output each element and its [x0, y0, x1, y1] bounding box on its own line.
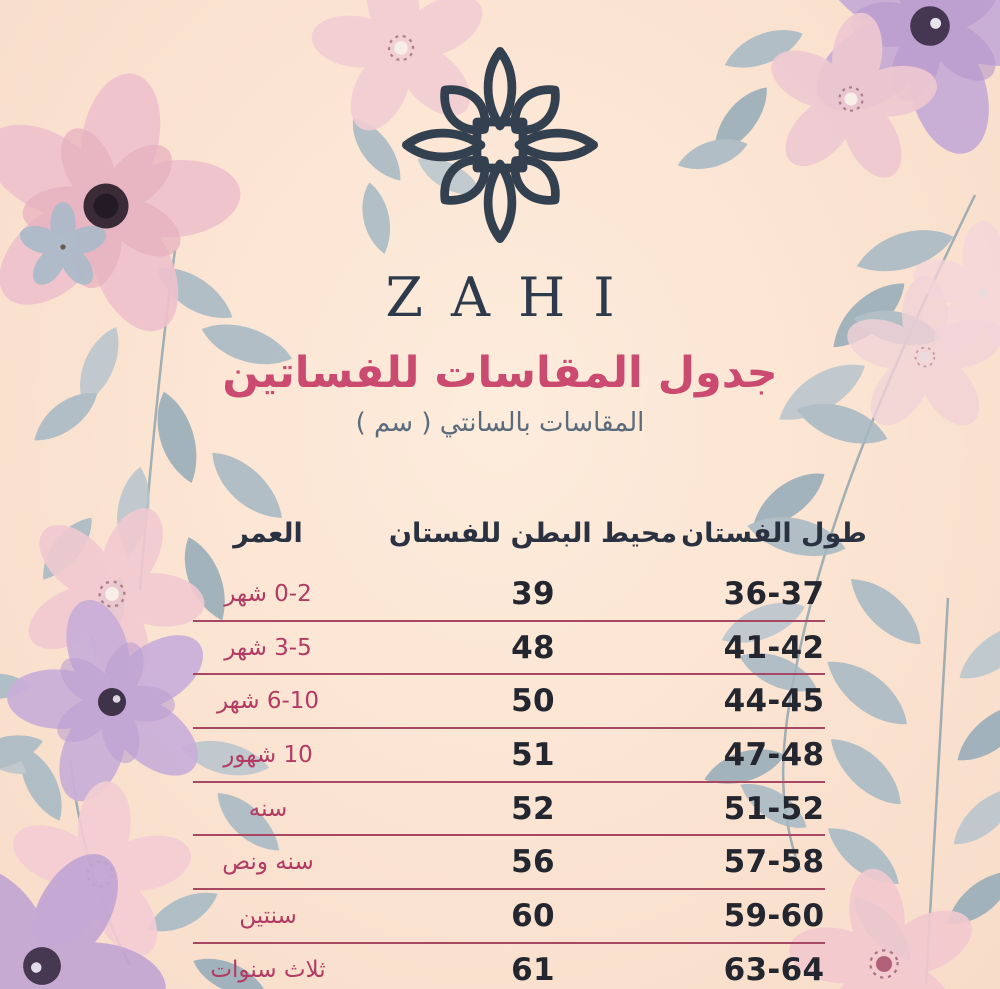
- dress-length-cell: 59-60: [723, 897, 825, 934]
- belly-circumference-cell: 61: [511, 951, 555, 988]
- age-cell: سنه ونص: [222, 849, 314, 876]
- flower-pink-bottom-right: [772, 855, 996, 989]
- age-cell: 6-10 شهر: [216, 688, 320, 715]
- flower-purple-bottom-left: [0, 791, 218, 989]
- age-cell: 0-2 شهر: [224, 580, 312, 607]
- size-table: العمر محيط البطن للفستان طول الفستان 0-2…: [193, 498, 867, 989]
- page-subtitle: المقاسات بالسانتي ( سم ): [355, 408, 645, 439]
- flower-pink-top: [293, 0, 508, 151]
- belly-circumference-cell: 48: [511, 629, 555, 666]
- poster-header: ZAHI جدول المقاسات للفساتين المقاسات بال…: [0, 0, 1000, 438]
- table-row: سنتين 60 59-60: [193, 890, 825, 944]
- table-row: ثلاث سنوات 61 63-64: [193, 944, 825, 989]
- dress-length-cell: 47-48: [723, 736, 825, 773]
- flower-pink-right: [841, 276, 1000, 436]
- table-row: 6-10 شهر 50 44-45: [193, 675, 825, 730]
- flower-blue-small: [16, 202, 109, 291]
- dress-length-cell: 57-58: [723, 844, 825, 881]
- col-header-length: طول الفستان: [681, 517, 867, 549]
- age-cell: 10 شهور: [223, 741, 313, 768]
- age-cell: ثلاث سنوات: [210, 956, 326, 983]
- flower-pink-right-edge: [908, 221, 1000, 363]
- table-row: 0-2 شهر 39 36-37: [193, 568, 825, 622]
- page-title: جدول المقاسات للفساتين: [222, 347, 778, 398]
- dress-length-cell: 63-64: [723, 951, 825, 988]
- flower-purple-left: [0, 572, 244, 829]
- table-row: سنه 52 51-52: [193, 783, 825, 837]
- dress-length-cell: 41-42: [723, 629, 825, 666]
- brand-logo: [402, 47, 598, 243]
- table-row: 3-5 شهر 48 41-42: [193, 622, 825, 676]
- belly-circumference-cell: 50: [511, 683, 555, 720]
- flower-pink-top-right: [750, 0, 953, 195]
- dress-length-cell: 36-37: [723, 575, 825, 612]
- belly-circumference-cell: 52: [511, 790, 555, 827]
- dress-length-cell: 51-52: [723, 790, 825, 827]
- age-cell: سنه: [248, 795, 288, 822]
- age-cell: 3-5 شهر: [224, 634, 312, 661]
- belly-circumference-cell: 39: [511, 575, 555, 612]
- col-header-age: العمر: [233, 517, 303, 549]
- flower-purple-top-right: [757, 0, 1000, 194]
- flower-pink-large: [0, 45, 271, 364]
- belly-circumference-cell: 56: [511, 844, 555, 881]
- belly-circumference-cell: 60: [511, 897, 555, 934]
- table-row: سنه ونص 56 57-58: [193, 836, 825, 891]
- belly-circumference-cell: 51: [511, 736, 555, 773]
- table-row: 10 شهور 51 47-48: [193, 729, 825, 783]
- col-header-belly: محيط البطن للفستان: [388, 517, 678, 549]
- table-body: 0-2 شهر 39 36-37 3-5 شهر 48 41-42 6-10 ش…: [193, 568, 825, 989]
- dress-length-cell: 44-45: [723, 683, 825, 720]
- brand-name: ZAHI: [385, 266, 643, 329]
- table-header-row: العمر محيط البطن للفستان طول الفستان: [193, 498, 867, 568]
- flower-pink-left: [0, 469, 239, 717]
- age-cell: سنتين: [239, 902, 297, 929]
